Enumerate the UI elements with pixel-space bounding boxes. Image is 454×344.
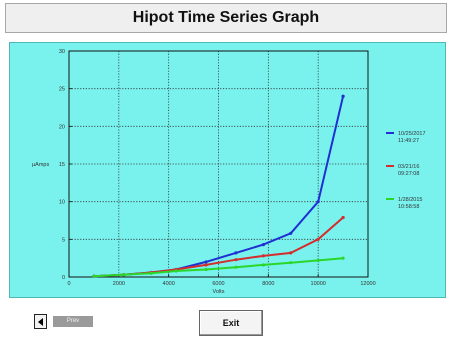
exit-button[interactable]: Exit [199,310,263,336]
legend-label: 10/25/2017 [398,131,426,137]
series-point [341,216,344,219]
series-point [234,266,237,269]
legend-label: 11:49:27 [398,138,419,144]
x-tick-label: 2000 [113,281,125,287]
series-point [122,273,125,276]
x-tick-label: 0 [67,281,70,287]
legend-label: 03/21/16 [398,164,419,170]
series-point [289,261,292,264]
y-tick-label: 15 [59,162,65,168]
series-point [262,263,265,266]
y-tick-label: 5 [62,237,65,243]
x-tick-label: 8000 [262,281,274,287]
y-tick-label: 20 [59,124,65,130]
series-point [262,243,265,246]
x-tick-label: 4000 [163,281,175,287]
series-point [150,272,153,275]
window-title: Hipot Time Series Graph [5,3,447,33]
x-axis-label: Volts [213,289,225,295]
x-tick-label: 12000 [360,281,375,287]
legend-label: 10:58:58 [398,204,419,210]
series-point [317,200,320,203]
series-point [92,275,95,278]
series-point [234,258,237,261]
y-tick-label: 0 [62,275,65,281]
series-point [289,232,292,235]
x-tick-label: 6000 [212,281,224,287]
y-tick-label: 30 [59,49,65,55]
y-tick-label: 10 [59,200,65,206]
series-point [317,238,320,241]
left-arrow-icon [38,318,43,326]
series-point [234,251,237,254]
prev-button[interactable] [34,314,47,329]
graph-panel: 0 2000 4000 6000 8000 10000 12000 0 5 10 15 20 25 30 V… [9,42,446,298]
y-tick-label: 25 [59,87,65,93]
series-point [341,95,344,98]
legend-label: 09:27:08 [398,171,419,177]
series-point [204,263,207,266]
x-tick-label: 10000 [311,281,326,287]
prev-label: Prev [53,316,93,327]
y-axis-label: µAmps [32,162,49,168]
series-point [204,268,207,271]
series-point [289,251,292,254]
series-point [175,269,178,272]
legend-label: 1/28/2015 [398,197,422,203]
series-point [262,254,265,257]
series-point [341,257,344,260]
series-point [317,259,320,262]
series-point [204,260,207,263]
time-series-chart: 0 2000 4000 6000 8000 10000 12000 0 5 10 15 20 25 30 V… [10,43,447,299]
